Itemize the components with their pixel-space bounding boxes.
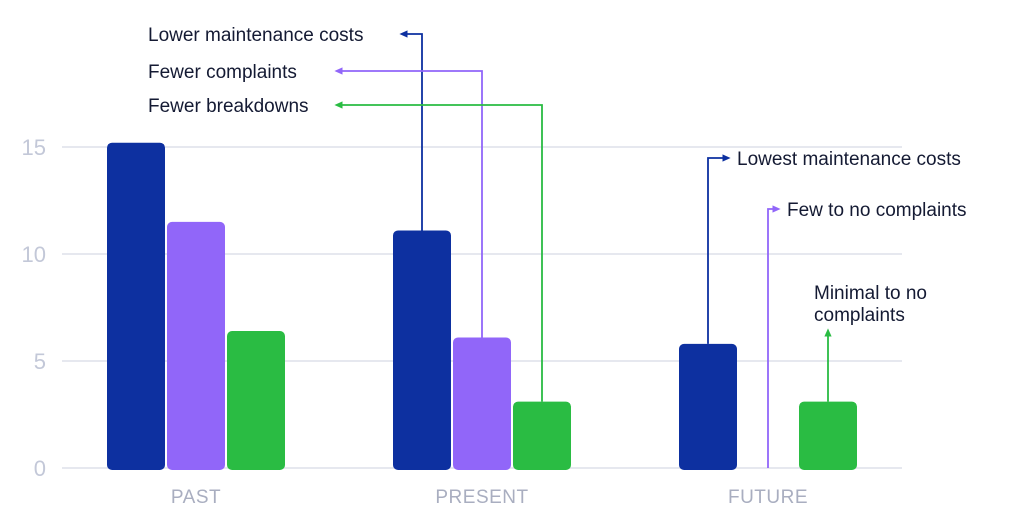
y-tick-label: 10 [22, 242, 46, 267]
y-tick-label: 0 [34, 456, 46, 481]
y-axis-ticks: 0 5 10 15 [22, 135, 46, 481]
bar [393, 230, 451, 470]
annotation-connector [767, 205, 781, 468]
bar [167, 221, 225, 470]
annotation-label: complaints [814, 305, 905, 326]
annotations: Lower maintenance costs Fewer complaints F… [148, 25, 967, 468]
annotation-label: Lowest maintenance costs [737, 149, 961, 170]
annotation-connector [707, 154, 731, 344]
bar [107, 142, 165, 470]
annotation-label: Lower maintenance costs [148, 25, 363, 46]
y-tick-label: 5 [34, 349, 46, 374]
bars [107, 142, 857, 470]
annotation-label: Minimal to no [814, 283, 927, 304]
bar [453, 337, 511, 470]
annotation-label: Few to no complaints [787, 200, 967, 221]
annotation-connector [334, 101, 543, 402]
y-tick-label: 15 [22, 135, 46, 160]
annotation-connector [334, 67, 483, 338]
annotation-label: Fewer breakdowns [148, 96, 309, 117]
x-axis-categories: PAST PRESENT FUTURE [171, 487, 808, 508]
bar [513, 401, 571, 470]
annotation-label: Fewer complaints [148, 62, 297, 83]
x-category-label: PRESENT [435, 487, 528, 508]
x-category-label: PAST [171, 487, 221, 508]
annotation-connector [399, 30, 423, 231]
bar [227, 331, 285, 470]
bar [679, 343, 737, 470]
bar [799, 401, 857, 470]
x-category-label: FUTURE [728, 487, 808, 508]
